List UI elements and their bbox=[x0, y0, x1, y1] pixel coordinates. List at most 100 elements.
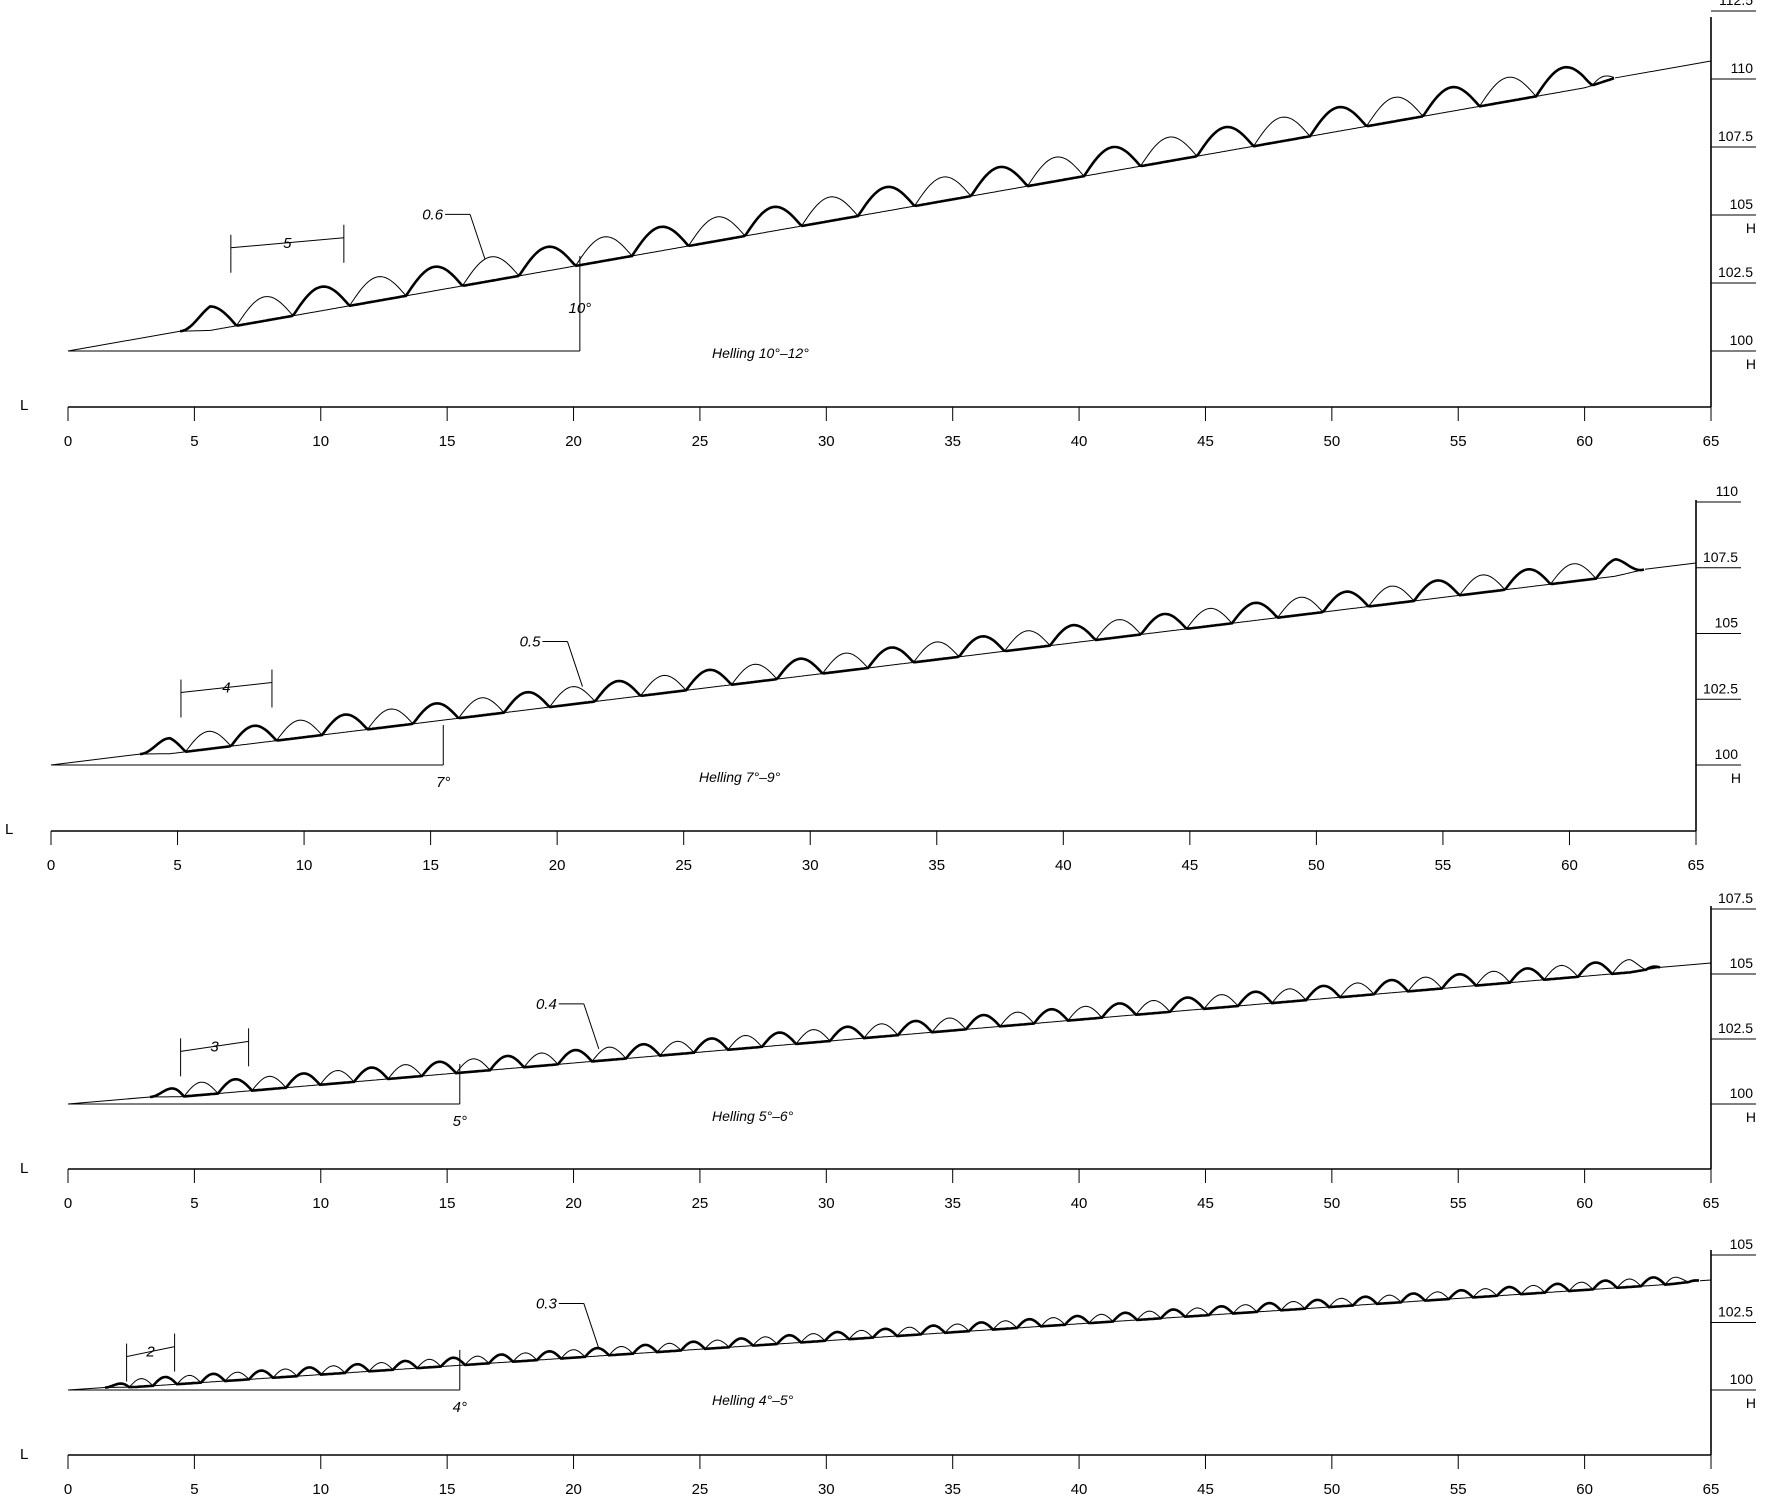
x-tick-label: 60 bbox=[1576, 1481, 1593, 1498]
h-tick-label: 100 bbox=[1730, 332, 1754, 348]
x-tick-label: 10 bbox=[312, 1195, 329, 1212]
slope-end-line bbox=[1699, 1279, 1712, 1282]
profile-panel-7-9-deg: 0 5 10 15 20 25 30 35 40 45 50 55 60 65 L 100 102.5 105 10… bbox=[5, 483, 1741, 874]
x-tick-label: 65 bbox=[1703, 1195, 1720, 1212]
h-tick-label: 105 bbox=[1730, 196, 1754, 212]
slope-end-line bbox=[1614, 60, 1712, 79]
wavelength-dimension-line bbox=[126, 1346, 175, 1358]
angle-label: 7° bbox=[436, 774, 450, 791]
h-tick-label: 105 bbox=[1730, 1236, 1754, 1252]
x-tick-label: 10 bbox=[312, 1481, 329, 1498]
amplitude-pointer bbox=[566, 641, 583, 687]
h-axis-title: H bbox=[1731, 770, 1741, 786]
primary-wave-profile bbox=[179, 65, 1615, 333]
x-tick-label: 30 bbox=[818, 433, 835, 450]
x-tick-label: 35 bbox=[928, 857, 945, 874]
x-tick-label: 40 bbox=[1071, 433, 1088, 450]
x-tick-label: 35 bbox=[944, 1195, 961, 1212]
x-tick-label: 0 bbox=[64, 1481, 72, 1498]
angle-label: 4° bbox=[453, 1399, 467, 1416]
h-tick-label: 100 bbox=[1715, 746, 1739, 762]
x-axis-title: L bbox=[20, 397, 28, 414]
x-tick-label: 35 bbox=[944, 433, 961, 450]
x-tick-label: 55 bbox=[1435, 857, 1452, 874]
x-axis-title: L bbox=[20, 1446, 28, 1463]
panel-caption: Helling 7°–9° bbox=[699, 769, 781, 785]
x-tick-label: 0 bbox=[47, 857, 55, 874]
x-tick-label: 45 bbox=[1197, 1481, 1214, 1498]
x-tick-label: 50 bbox=[1308, 857, 1325, 874]
x-tick-label: 30 bbox=[818, 1481, 835, 1498]
x-tick-label: 5 bbox=[190, 1195, 198, 1212]
h-tick-label: 112.5 bbox=[1719, 0, 1753, 8]
amplitude-label: 0.3 bbox=[536, 1295, 558, 1312]
x-tick-label: 25 bbox=[692, 1481, 709, 1498]
h-tick-label: 102.5 bbox=[1718, 264, 1753, 280]
x-tick-label: 65 bbox=[1703, 1481, 1720, 1498]
angle-label: 10° bbox=[569, 300, 592, 317]
profile-panel-10-12-deg: 0 5 10 15 20 25 30 35 40 45 50 55 60 65 L 100 102.5 105 10… bbox=[20, 0, 1756, 450]
x-tick-label: 35 bbox=[944, 1481, 961, 1498]
x-tick-label: 30 bbox=[802, 857, 819, 874]
h-tick-label: 110 bbox=[1731, 60, 1754, 76]
x-tick-label: 55 bbox=[1450, 433, 1467, 450]
h-tick-label: 102.5 bbox=[1703, 680, 1738, 696]
x-tick-label: 5 bbox=[190, 433, 198, 450]
h-tick-label: 100 bbox=[1730, 1085, 1754, 1101]
x-tick-label: 15 bbox=[439, 1481, 456, 1498]
x-tick-label: 30 bbox=[818, 1195, 835, 1212]
amplitude-label: 0.5 bbox=[520, 634, 542, 651]
primary-wave-profile bbox=[104, 1276, 1700, 1389]
x-tick-label: 15 bbox=[439, 1195, 456, 1212]
x-axis-title: L bbox=[5, 821, 13, 838]
x-tick-label: 55 bbox=[1450, 1481, 1467, 1498]
x-tick-label: 10 bbox=[312, 433, 329, 450]
h-axis-title-upper: H bbox=[1746, 220, 1756, 236]
x-tick-label: 60 bbox=[1561, 857, 1578, 874]
x-tick-label: 60 bbox=[1576, 433, 1593, 450]
amplitude-pointer bbox=[583, 1003, 600, 1050]
slope-end-line bbox=[1659, 962, 1712, 968]
x-tick-label: 65 bbox=[1688, 857, 1705, 874]
wavelength-dimension-line bbox=[180, 682, 273, 694]
panel-caption: Helling 10°–12° bbox=[712, 345, 809, 361]
wavelength-label: 2 bbox=[145, 1344, 155, 1361]
x-tick-label: 5 bbox=[173, 857, 181, 874]
profile-panel-5-6-deg: 0 5 10 15 20 25 30 35 40 45 50 55 60 65 L 100 102.5 105 10… bbox=[20, 890, 1756, 1212]
amplitude-label: 0.4 bbox=[536, 996, 557, 1013]
slope-end-line bbox=[1644, 562, 1697, 570]
slope-start-line bbox=[67, 1096, 151, 1105]
wavelength-label: 4 bbox=[222, 680, 230, 697]
slope-start-line bbox=[67, 330, 181, 352]
x-tick-label: 50 bbox=[1324, 1481, 1341, 1498]
panel-caption: Helling 5°–6° bbox=[712, 1108, 794, 1124]
h-tick-label: 107.5 bbox=[1718, 128, 1753, 144]
x-tick-label: 15 bbox=[422, 857, 439, 874]
h-tick-label: 105 bbox=[1730, 955, 1754, 971]
h-tick-label: 107.5 bbox=[1718, 890, 1753, 906]
primary-wave-profile bbox=[139, 557, 1645, 756]
x-tick-label: 5 bbox=[190, 1481, 198, 1498]
x-tick-label: 40 bbox=[1071, 1195, 1088, 1212]
h-tick-label: 102.5 bbox=[1718, 1304, 1753, 1320]
x-tick-label: 0 bbox=[64, 433, 72, 450]
x-tick-label: 40 bbox=[1071, 1481, 1088, 1498]
h-axis-title: H bbox=[1746, 1395, 1756, 1411]
x-axis-title: L bbox=[20, 1160, 28, 1177]
x-tick-label: 0 bbox=[64, 1195, 72, 1212]
profile-panel-4-5-deg: 0 5 10 15 20 25 30 35 40 45 50 55 60 65 L 100 102.5 105 H 2… bbox=[20, 1236, 1756, 1498]
angle-label: 5° bbox=[453, 1113, 467, 1130]
x-tick-label: 15 bbox=[439, 433, 456, 450]
wavelength-label: 5 bbox=[283, 235, 292, 252]
amplitude-pointer bbox=[583, 1303, 600, 1349]
secondary-wave-profile bbox=[139, 563, 1645, 755]
panel-caption: Helling 4°–5° bbox=[712, 1392, 794, 1408]
x-tick-label: 20 bbox=[565, 1195, 582, 1212]
h-tick-label: 102.5 bbox=[1718, 1020, 1753, 1036]
slope-start-line bbox=[50, 753, 141, 766]
x-tick-label: 20 bbox=[565, 1481, 582, 1498]
wavelength-label: 3 bbox=[210, 1038, 219, 1055]
x-tick-label: 25 bbox=[692, 1195, 709, 1212]
x-tick-label: 50 bbox=[1324, 433, 1341, 450]
h-axis-title: H bbox=[1746, 1109, 1756, 1125]
